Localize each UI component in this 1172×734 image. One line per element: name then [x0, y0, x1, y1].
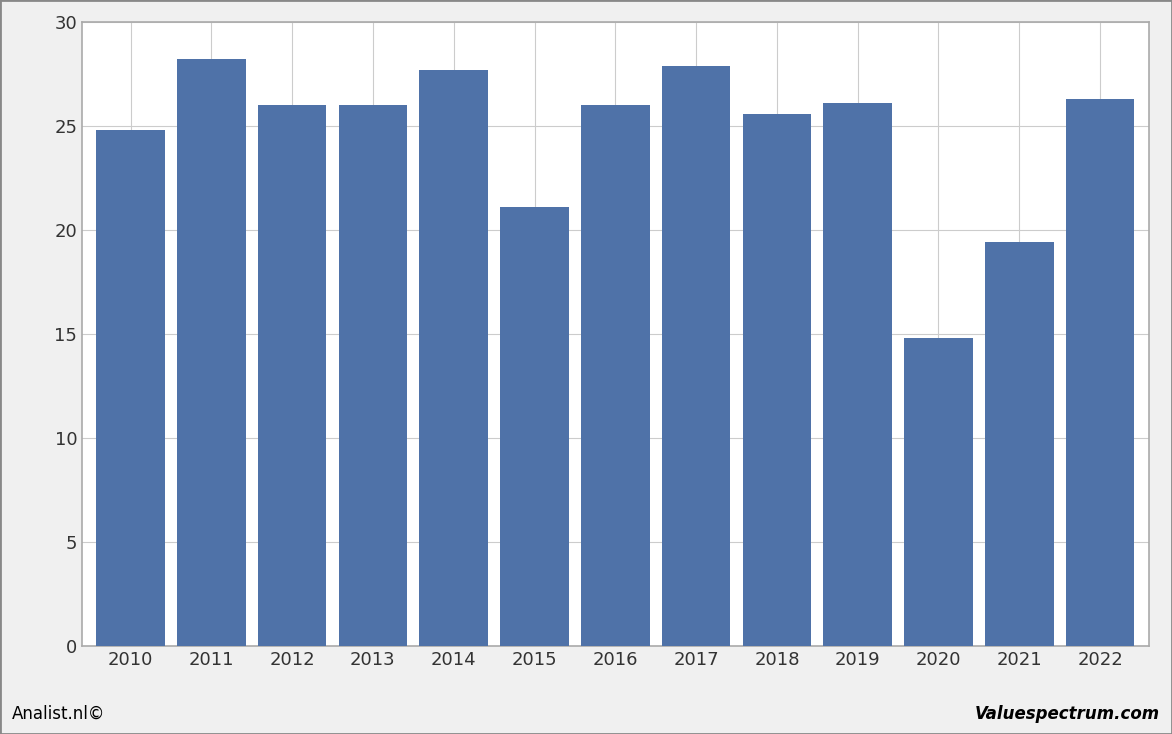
Text: Analist.nl©: Analist.nl©	[12, 705, 105, 723]
Bar	[581, 105, 649, 646]
Bar	[420, 70, 488, 646]
Bar	[824, 103, 892, 646]
Bar	[500, 207, 568, 646]
Bar	[662, 66, 730, 646]
Bar	[177, 59, 246, 646]
Text: Valuespectrum.com: Valuespectrum.com	[975, 705, 1160, 723]
Bar	[96, 130, 165, 646]
Bar	[904, 338, 973, 646]
Bar	[1065, 99, 1134, 646]
Bar	[339, 105, 407, 646]
Bar	[743, 114, 811, 646]
Bar	[258, 105, 327, 646]
Bar	[984, 242, 1054, 646]
